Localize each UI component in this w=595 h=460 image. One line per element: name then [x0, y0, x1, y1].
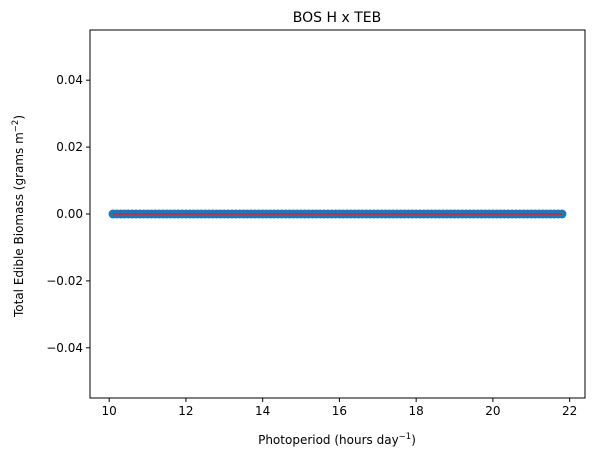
x-tick-label: 14: [255, 404, 270, 418]
plot-area: [108, 209, 567, 219]
y-axis-label: Total Edible Biomass (grams m−2): [11, 115, 26, 318]
x-tick-label: 10: [102, 404, 117, 418]
y-tick-label: 0.02: [56, 140, 83, 154]
y-axis-label-text: Total Edible Biomass (grams m: [12, 132, 26, 318]
plot-frame: [89, 29, 586, 399]
y-axis: 0.04 0.02 0.00 −0.02 −0.04: [46, 73, 90, 355]
y-tick-label: −0.04: [46, 341, 83, 355]
y-axis-label-tail: ): [12, 115, 26, 120]
x-tick-label: 18: [409, 404, 424, 418]
x-tick-label: 22: [562, 404, 577, 418]
x-tick-label: 12: [178, 404, 193, 418]
y-tick-label: −0.02: [46, 274, 83, 288]
y-tick-label: 0.04: [56, 73, 83, 87]
x-tick-label: 16: [332, 404, 347, 418]
svg-text:Total Edible Biomass (grams m−: Total Edible Biomass (grams m−2): [11, 115, 26, 318]
x-axis-label-sup: −1: [399, 432, 412, 442]
x-axis-label-text: Photoperiod (hours day: [258, 433, 399, 447]
y-axis-label-sup: −2: [11, 120, 21, 133]
svg-text:Photoperiod (hours day−1): Photoperiod (hours day−1): [258, 432, 416, 447]
y-tick-label: 0.00: [56, 207, 83, 221]
x-axis: 10 12 14 16 18 20 22: [102, 398, 577, 418]
x-tick-label: 20: [485, 404, 500, 418]
x-axis-label: Photoperiod (hours day−1): [258, 432, 416, 447]
chart-title: BOS H x TEB: [293, 10, 381, 26]
x-axis-label-tail: ): [411, 433, 416, 447]
